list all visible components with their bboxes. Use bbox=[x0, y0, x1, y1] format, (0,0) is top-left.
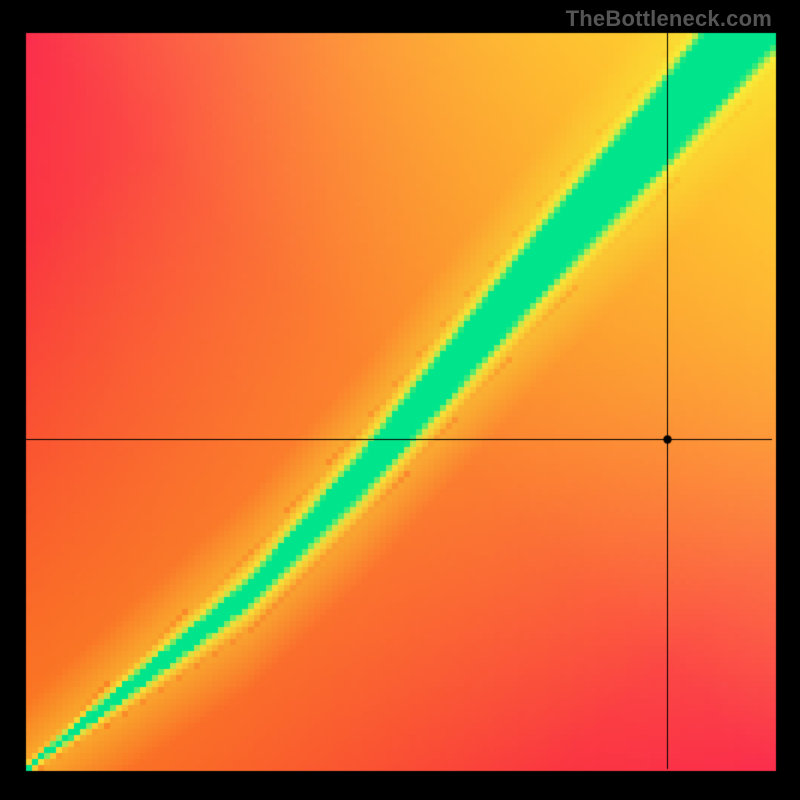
watermark-text: TheBottleneck.com bbox=[566, 6, 772, 32]
chart-container: TheBottleneck.com bbox=[0, 0, 800, 800]
bottleneck-heatmap-canvas bbox=[0, 0, 800, 800]
